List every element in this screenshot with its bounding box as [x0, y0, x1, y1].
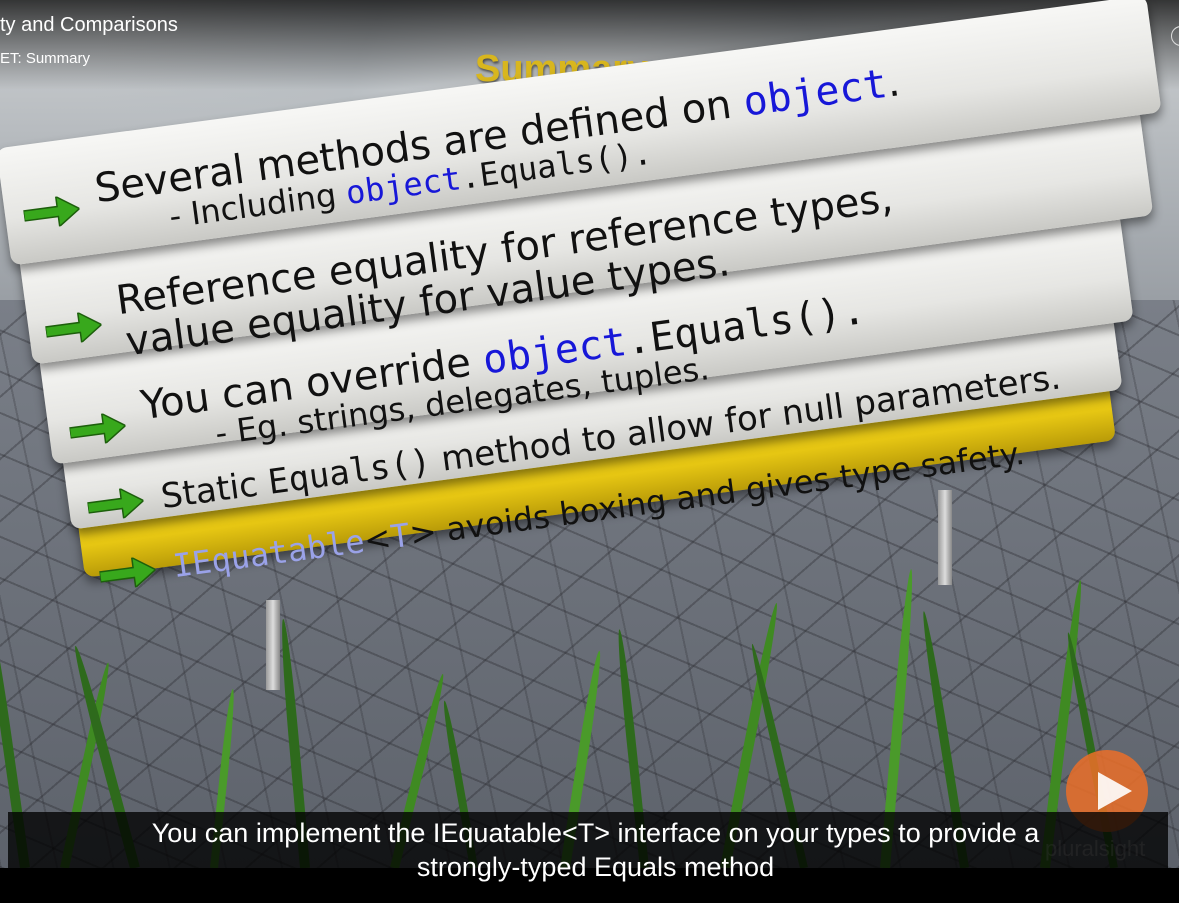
- summary-item-5: IEquatable<T> avoids boxing and gives ty…: [98, 434, 1027, 594]
- green-arrow-icon: [22, 195, 81, 228]
- video-frame[interactable]: ty and Comparisons ET: Summary Summary S…: [0, 0, 1179, 868]
- green-arrow-icon: [98, 556, 157, 589]
- sign-post-left: [266, 600, 280, 690]
- summary-item-1: Several methods are defined on object. -…: [19, 59, 907, 253]
- caption-line-2: strongly-typed Equals method: [416, 852, 775, 882]
- summary-sign: Several methods are defined on object. -…: [0, 0, 1162, 594]
- course-title: ty and Comparisons: [0, 14, 178, 36]
- caption-line-1: You can implement the IEquatable<T> inte…: [151, 818, 1040, 848]
- green-arrow-icon: [68, 412, 127, 445]
- sign-post-right: [938, 490, 952, 585]
- green-arrow-icon: [86, 487, 145, 520]
- module-title: ET: Summary: [0, 50, 91, 67]
- summary-item-4: Static Equals() method to allow for null…: [86, 357, 1063, 525]
- green-arrow-icon: [44, 311, 103, 344]
- play-icon: [1098, 772, 1132, 810]
- closed-caption: You can implement the IEquatable<T> inte…: [8, 812, 1168, 903]
- summary-item-2: Reference equality for reference types, …: [40, 175, 900, 374]
- summary-item-3: You can override object.Equals(). - Eg. …: [65, 287, 872, 470]
